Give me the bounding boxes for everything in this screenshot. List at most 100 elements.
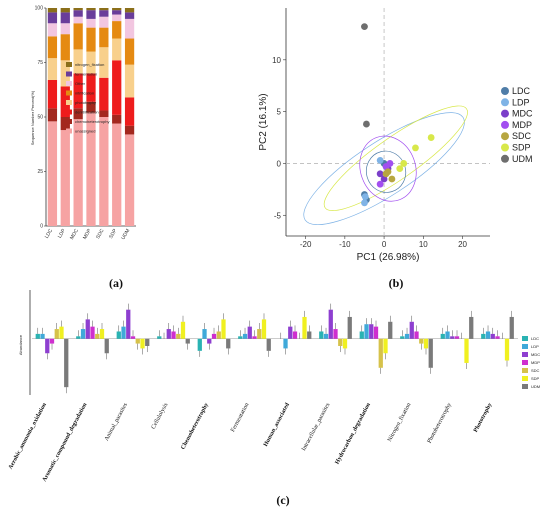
panel-a-x-tick-label: LDP [57, 227, 67, 239]
bar-mdc-denitrification [73, 73, 83, 109]
bar-nitrogen-fixation-sdp [423, 338, 429, 349]
panel-c-label: (c) [276, 493, 289, 507]
bar-aromatic-compound-degradation-sdc [95, 333, 100, 339]
legend-swatch-sdp [522, 376, 528, 381]
panel-a-y-tick-label: 25 [37, 169, 43, 175]
bar-animal-parasites-sdc [135, 338, 140, 344]
category-label-aromatic-compound-degradation: Aromatic_compound_degradation [42, 402, 89, 483]
bar-hydrocarbon-degradation-ldp [364, 324, 369, 339]
point-sdp [427, 134, 435, 141]
category-label-human-associated: Human_associated [263, 402, 291, 448]
bar-fermentation-mdp [252, 336, 257, 339]
bar-mdc-nitrification [73, 23, 83, 50]
bar-cellulolysis-mdc [166, 329, 171, 339]
bar-mdc-fermentation [73, 10, 83, 17]
legend-swatch-ldp [522, 344, 528, 349]
bar-ldp-chemoheterotrophy [60, 117, 70, 131]
legend-swatch-other [66, 81, 72, 86]
category-label-fermentation: Fermentation [230, 402, 250, 433]
bar-sdp-other [112, 14, 122, 22]
bar-aromatic-compound-degradation-mdp [90, 326, 95, 339]
bar-photoheterotrophy-sdp [464, 338, 469, 363]
bar-cellulolysis-sdc [176, 333, 181, 339]
bar-nitrogen-fixation-sdc [419, 338, 424, 344]
bar-mdp-nitrogen-fixation [86, 8, 96, 11]
bar-mdp-chemoheterotrophy [86, 101, 96, 113]
legend-label-sdc: SDC [531, 368, 540, 373]
bar-ldp-phototrophy [60, 60, 70, 87]
bar-ldp-unassigned [60, 130, 70, 226]
bar-mdc-unassigned [73, 119, 83, 226]
bar-phototrophy-udm [509, 316, 514, 339]
bar-mdp-phototrophy [86, 51, 96, 74]
point-mdp [386, 160, 394, 167]
bar-mdc-nitrogen-fixation [73, 8, 83, 11]
bar-sdc-denitrification [99, 77, 109, 111]
legend-label-udm: UDM [512, 154, 533, 164]
bar-chemoheterotrophy-udm [226, 338, 231, 349]
bar-mdp-fermentation [86, 10, 96, 19]
panel-a-y-axis-label: Sequence Number Percent(%) [30, 90, 35, 145]
legend-swatch-nitrification [66, 90, 72, 96]
legend-label-fermentation: fermentation [75, 72, 97, 77]
point-ldp [376, 156, 384, 164]
bar-intracellular-parasites-ldc [319, 331, 324, 339]
bar-sdp-fermentation [112, 10, 122, 15]
panel-a-stacked-bar-chart: Sequence Number Percent(%) 0 25 50 75 100 LD… [30, 6, 136, 241]
bar-chemoheterotrophy-mdp [211, 333, 217, 339]
bar-hydrocarbon-degradation-mdc [369, 324, 374, 339]
legend-label-ldp: LDP [512, 97, 530, 107]
panel-a-legend: nitrogen_fixation fermentation Other nitrif… [66, 62, 109, 134]
bar-animal-parasites-udm [145, 338, 150, 346]
legend-label-nitrification: nitrification [75, 91, 94, 96]
panel-b-ellipses [303, 105, 468, 226]
bar-cellulolysis-udm [185, 338, 190, 344]
bar-human-associated-mdp [292, 331, 298, 339]
panel-a-y-tick-label: 75 [37, 60, 43, 66]
legend-swatch-udm [522, 384, 528, 389]
legend-label-phototrophy: phototrophy [75, 100, 96, 105]
legend-label-sdp: SDP [531, 376, 540, 381]
category-label-nitrogen-fixation: Nitrogen_fixation [386, 402, 412, 443]
bar-mdc-other [73, 16, 83, 24]
panel-a-x-tick-label: MDP [82, 227, 93, 240]
bar-human-associated-sdp [302, 316, 307, 339]
panel-b-points [361, 23, 435, 207]
legend-swatch-mdp [522, 360, 528, 365]
category-label-intracellular-parasites: Intracellular_parasites [301, 402, 332, 452]
bar-ldc-phototrophy [47, 58, 58, 80]
panel-a-bars [47, 8, 135, 226]
bar-aromatic-compound-degradation-sdp [99, 329, 105, 339]
bar-aromatic-compound-degradation-ldc [76, 336, 81, 339]
point-sdp [400, 160, 408, 167]
bar-aromatic-compound-degradation-ldp [80, 329, 86, 339]
bar-aerobic-ammonia-oxidation-ldc [35, 333, 40, 339]
bar-nitrogen-fixation-udm [428, 338, 433, 368]
bar-udm-other [124, 18, 135, 39]
bar-photoheterotrophy-mdp [454, 336, 460, 339]
panel-a-y-tick-label: 100 [35, 6, 44, 12]
bar-hydrocarbon-degradation-sdc [378, 338, 383, 368]
bar-chemoheterotrophy-ldp [202, 329, 207, 339]
panel-b-y-tick-label: 0 [277, 159, 282, 168]
bar-udm-unassigned [124, 134, 135, 226]
bar-udm-nitrogen-fixation [124, 8, 135, 13]
bar-udm-phototrophy [124, 64, 135, 98]
panel-b-y-axis-label: PC2 (16.1%) [258, 93, 269, 150]
legend-marker-udm [501, 154, 509, 163]
panel-a-x-ticks: LDC LDP MDC MDP SDC SDP UDM [44, 227, 131, 240]
bar-nitrogen-fixation-ldp [404, 333, 410, 339]
panel-c-category-labels: Aerobic_ammonia_oxidationAromatic_compou… [8, 402, 494, 483]
legend-label-mdc: MDC [531, 352, 540, 357]
bar-sdp-phototrophy [112, 38, 122, 61]
bar-fermentation-mdc [247, 326, 252, 339]
bar-nitrogen-fixation-mdp [414, 331, 419, 339]
bar-hydrocarbon-degradation-mdp [373, 326, 379, 339]
bar-ldp-denitrification [60, 86, 70, 117]
bar-aerobic-ammonia-oxidation-mdp [49, 338, 55, 344]
panel-a-label: (a) [109, 276, 123, 290]
legend-marker-sdc [501, 132, 509, 141]
bar-ldc-other [47, 23, 58, 37]
